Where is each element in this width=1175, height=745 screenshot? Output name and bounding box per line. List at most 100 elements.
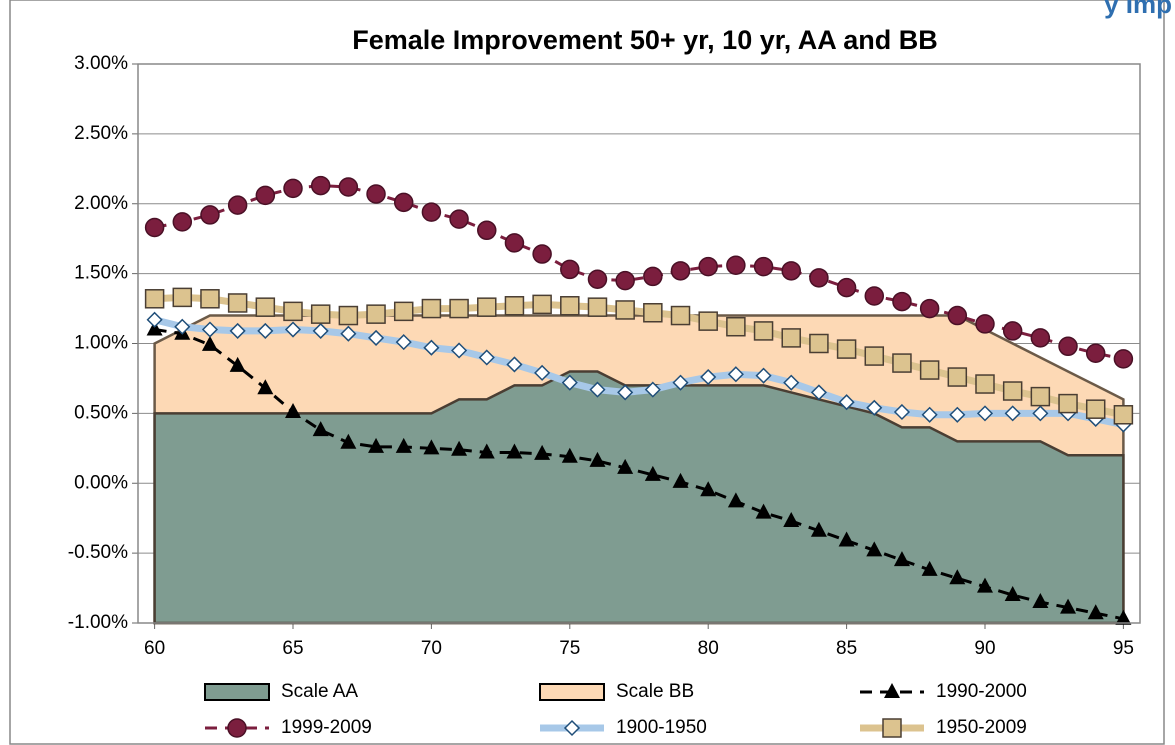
marker [449, 298, 469, 319]
marker [615, 300, 635, 320]
marker [727, 492, 744, 508]
marker [864, 286, 885, 306]
marker [478, 349, 495, 366]
marker [257, 379, 274, 395]
legend-label: Scale BB [616, 681, 694, 702]
x-tick-label: 90 [974, 638, 995, 659]
y-tick-label: 0.50% [74, 402, 128, 423]
marker [338, 305, 359, 326]
legend-label: 1999-2009 [281, 717, 372, 738]
marker [395, 437, 412, 453]
marker [534, 364, 551, 381]
marker [726, 316, 746, 337]
legend-label: Scale AA [281, 681, 358, 702]
marker [755, 367, 772, 384]
marker [283, 178, 303, 199]
marker [1032, 593, 1049, 609]
marker [172, 287, 193, 308]
marker [257, 322, 274, 339]
marker [644, 465, 661, 481]
marker [1004, 405, 1021, 422]
marker [310, 175, 331, 196]
marker [395, 334, 412, 351]
marker [393, 301, 414, 322]
marker [947, 305, 968, 326]
marker [1113, 349, 1134, 369]
marker [1002, 321, 1023, 341]
marker [1060, 598, 1077, 614]
x-tick-label: 65 [282, 638, 303, 659]
marker [976, 577, 993, 593]
marker [560, 259, 580, 280]
marker [366, 184, 386, 204]
marker [643, 266, 663, 287]
marker [229, 356, 246, 372]
marker [919, 298, 940, 319]
marker [838, 394, 855, 411]
marker [504, 296, 525, 316]
marker [672, 472, 689, 488]
marker [340, 325, 357, 342]
marker [617, 458, 634, 474]
legend-swatch [539, 683, 605, 701]
marker [174, 318, 191, 335]
x-tick-label: 95 [1113, 638, 1134, 659]
marker [200, 289, 220, 309]
marker [587, 297, 608, 317]
marker [421, 298, 442, 319]
marker [144, 289, 165, 309]
marker [560, 296, 580, 316]
marker [227, 195, 248, 215]
legend-marker [884, 683, 900, 698]
marker [504, 233, 525, 253]
marker [753, 321, 774, 341]
marker [589, 451, 606, 467]
marker [672, 374, 689, 391]
legend-marker [227, 718, 247, 738]
marker [809, 268, 829, 288]
marker [670, 305, 691, 326]
marker [478, 443, 495, 459]
marker [644, 381, 661, 398]
legend-label: 1950-2009 [936, 717, 1027, 738]
marker [947, 367, 968, 387]
marker [172, 212, 193, 232]
marker [589, 381, 606, 398]
marker [255, 185, 276, 206]
marker [587, 269, 608, 289]
legend-label: 1900-1950 [616, 717, 707, 738]
marker [285, 402, 302, 418]
marker [670, 261, 691, 281]
marker [312, 421, 329, 437]
marker [921, 560, 938, 576]
marker [340, 433, 357, 449]
marker [1030, 328, 1051, 348]
marker [727, 366, 744, 383]
marker [892, 291, 912, 312]
y-tick-label: -1.00% [68, 612, 128, 633]
marker [643, 303, 663, 323]
marker [366, 304, 386, 324]
y-tick-label: 3.00% [74, 53, 128, 74]
marker [310, 304, 331, 324]
marker [726, 255, 746, 275]
x-tick-label: 70 [421, 638, 442, 659]
x-tick-label: 85 [836, 638, 857, 659]
marker [367, 329, 385, 346]
marker [421, 202, 442, 222]
marker [1113, 405, 1134, 425]
marker [1032, 405, 1049, 422]
marker [451, 342, 468, 359]
y-tick-label: 0.00% [74, 472, 128, 493]
marker [449, 209, 469, 229]
marker [534, 444, 551, 460]
marker [1115, 609, 1132, 625]
y-tick-label: 2.00% [74, 193, 128, 214]
legend-swatch [204, 683, 270, 701]
marker [227, 293, 248, 313]
marker [1058, 393, 1078, 414]
marker [1085, 399, 1106, 419]
marker [753, 256, 774, 277]
